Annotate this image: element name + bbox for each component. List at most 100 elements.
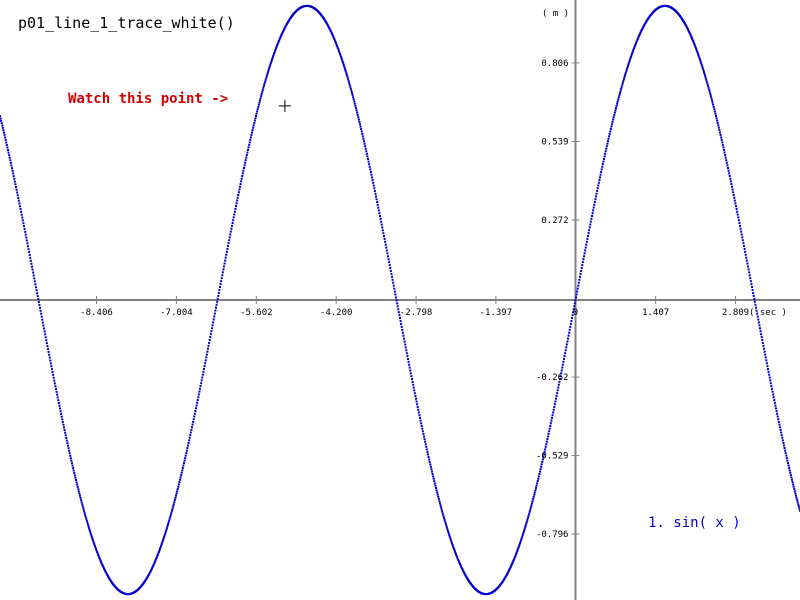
data-point [596,189,599,192]
data-point [618,94,621,97]
data-point [3,134,6,137]
data-point [332,35,335,38]
data-point [616,102,619,105]
data-point [31,268,34,271]
data-point [456,557,459,560]
data-point [642,25,645,28]
y-tick-label: 0.539 [541,137,568,147]
data-point [685,25,688,28]
data-point [611,123,613,126]
data-point [769,382,772,385]
data-point [1,126,4,129]
data-point [638,34,641,37]
data-point [96,551,99,554]
data-point [540,465,543,468]
data-point [732,194,735,197]
data-point [555,397,557,400]
data-point [193,412,196,415]
data-point [54,385,57,388]
data-point [724,156,727,159]
data-point [285,24,288,27]
data-point [797,503,800,506]
data-point [387,258,390,261]
data-point [388,261,391,264]
data-point [784,452,787,455]
data-point [544,448,547,451]
data-point [149,570,152,573]
data-point [442,514,445,517]
data-point [408,366,411,369]
data-point [452,547,455,550]
x-tick-label: 1.407 [642,308,669,318]
data-point [355,109,358,112]
data-point [702,69,705,72]
data-point [48,356,51,359]
data-point [17,199,20,202]
data-point [597,181,600,184]
data-point [736,213,739,216]
data-point [419,416,421,419]
data-point [36,292,39,295]
data-point [185,449,188,452]
data-point [379,215,381,218]
data-point [337,48,340,51]
data-point [444,520,447,523]
data-point [714,112,717,115]
data-point [723,148,725,151]
data-point [173,499,176,502]
data-point [756,312,759,315]
x-tick-label: -1.397 [480,308,513,318]
data-point [451,542,453,545]
data-point [335,42,337,45]
data-point [259,99,261,102]
data-point [795,494,797,497]
data-point [609,130,612,133]
data-point [776,412,779,415]
data-point [21,219,24,222]
data-point [620,87,623,90]
data-point [250,133,253,136]
data-point [268,67,271,70]
data-point [74,476,77,479]
data-point [416,403,419,406]
data-point [426,450,429,453]
data-point [583,252,586,255]
data-point [229,233,232,236]
data-point [743,245,745,248]
data-point [45,342,48,345]
data-point [346,75,349,78]
data-point [596,187,599,190]
data-point [340,57,343,60]
data-point [236,199,239,202]
data-point [158,549,161,552]
data-point [261,88,264,91]
data-point [631,52,633,55]
data-point [636,39,639,42]
data-point [621,81,624,84]
data-point [789,474,792,477]
data-point [62,423,65,426]
data-point [720,136,723,139]
data-point [716,122,719,125]
data-point [88,529,91,532]
data-point [721,143,724,146]
data-point [610,125,613,128]
data-point [411,380,414,383]
data-point [695,47,697,50]
data-point [527,516,529,519]
data-point [217,291,220,294]
data-point [551,416,553,419]
data-point [165,527,168,530]
data-point [71,462,73,465]
data-point [460,565,463,568]
data-point [393,290,396,293]
data-point [557,383,560,386]
data-point [204,359,207,362]
data-point [700,62,703,65]
data-point [763,347,765,350]
data-point [85,519,88,522]
data-point [449,537,452,540]
data-point [68,452,71,455]
data-point [398,314,401,317]
data-point [327,25,330,28]
